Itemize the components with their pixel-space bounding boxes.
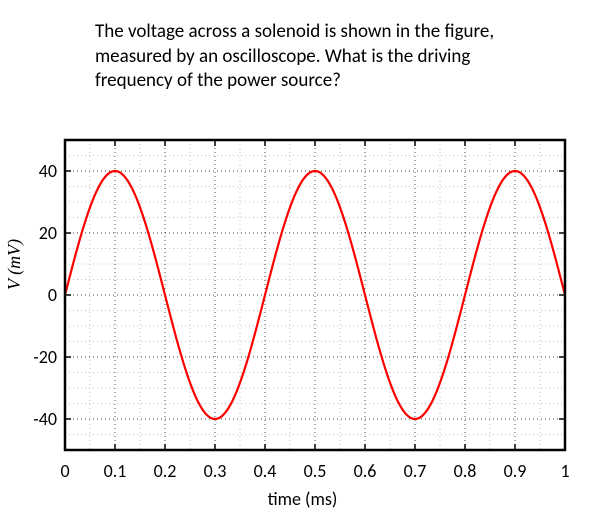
y-tick-label: -20 <box>7 346 57 368</box>
page: The voltage across a solenoid is shown i… <box>0 0 605 520</box>
chart-container: V (mV) time (ms) 40 20 0 -20 -40 0 0.1 0.2 0.3 0.… <box>0 120 605 520</box>
x-tick-label: 0.4 <box>254 460 277 482</box>
x-tick-label: 0.6 <box>354 460 377 482</box>
x-tick-label: 0 <box>60 460 69 482</box>
x-tick-label: 0.8 <box>454 460 477 482</box>
x-tick-label: 0.5 <box>304 460 327 482</box>
y-tick-label: -40 <box>7 408 57 430</box>
y-tick-label: 40 <box>7 160 57 182</box>
y-axis-label: V (mV) <box>4 239 25 290</box>
y-tick-label: 0 <box>7 284 57 306</box>
x-tick-label: 0.9 <box>504 460 527 482</box>
x-axis-label: time (ms) <box>0 488 605 510</box>
x-tick-label: 0.7 <box>404 460 427 482</box>
question-text: The voltage across a solenoid is shown i… <box>95 20 545 94</box>
x-tick-label: 0.3 <box>204 460 227 482</box>
x-tick-label: 1 <box>560 460 569 482</box>
x-tick-label: 0.2 <box>154 460 177 482</box>
y-tick-label: 20 <box>7 222 57 244</box>
x-tick-label: 0.1 <box>104 460 127 482</box>
